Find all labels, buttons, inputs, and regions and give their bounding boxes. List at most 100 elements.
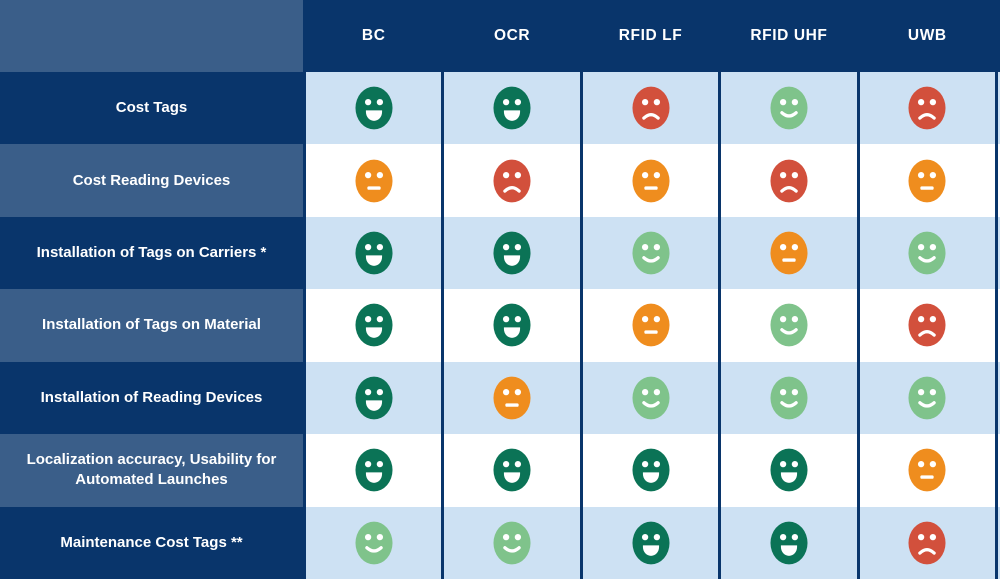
row-label: Maintenance Cost Tags ** bbox=[0, 506, 303, 579]
face-frown-icon bbox=[770, 159, 808, 202]
row-label: Installation of Tags on Carriers * bbox=[0, 216, 303, 290]
rating-cell bbox=[718, 434, 856, 507]
row-cells bbox=[303, 289, 1000, 362]
rating-cell bbox=[441, 289, 579, 362]
rating-cell bbox=[579, 144, 718, 217]
rating-cell bbox=[303, 434, 441, 507]
rating-cell bbox=[856, 289, 995, 362]
rating-cell bbox=[441, 434, 579, 507]
row-cells bbox=[303, 434, 1000, 507]
table-row: Installation of Tags on Carriers * bbox=[0, 216, 1000, 290]
face-grin-icon bbox=[770, 448, 808, 492]
rating-cell bbox=[718, 216, 856, 290]
face-grin-icon bbox=[493, 231, 531, 275]
row-label: Cost Reading Devices bbox=[0, 144, 303, 217]
rating-cell bbox=[441, 144, 579, 217]
face-smile-icon bbox=[355, 521, 393, 565]
rating-cell bbox=[579, 72, 718, 145]
table-body: Cost Tags Cost Reading Devices Installat… bbox=[0, 72, 1000, 579]
rating-cell bbox=[718, 289, 856, 362]
column-headers: BC OCR RFID LF RFID UHF UWB bbox=[303, 0, 1000, 72]
table-row: Installation of Tags on Material bbox=[0, 289, 1000, 362]
rating-cell bbox=[856, 506, 995, 579]
face-neutral-icon bbox=[908, 448, 946, 492]
face-frown-icon bbox=[908, 521, 946, 565]
rating-cell bbox=[441, 361, 579, 435]
rating-cell bbox=[856, 72, 995, 145]
rating-cell bbox=[441, 216, 579, 290]
face-smile-icon bbox=[631, 376, 670, 420]
face-neutral-icon bbox=[770, 231, 808, 275]
face-grin-icon bbox=[493, 448, 531, 492]
column-header-uwb: UWB bbox=[907, 27, 947, 44]
face-neutral-icon bbox=[631, 159, 670, 202]
rating-cell bbox=[303, 289, 441, 362]
row-cells bbox=[303, 506, 1000, 579]
row-label: Installation of Tags on Material bbox=[0, 289, 303, 362]
rating-cell bbox=[856, 434, 995, 507]
rating-cell bbox=[718, 361, 856, 435]
face-grin-icon bbox=[631, 521, 670, 565]
face-smile-icon bbox=[770, 86, 808, 130]
face-grin-icon bbox=[631, 448, 670, 492]
row-label-text: Installation of Reading Devices bbox=[40, 388, 263, 406]
corner-cell bbox=[0, 0, 303, 72]
rating-cell bbox=[441, 506, 579, 579]
row-label: Localization accuracy, Usability for Aut… bbox=[0, 434, 303, 507]
row-cells bbox=[303, 361, 1000, 435]
rating-cell bbox=[718, 144, 856, 217]
column-header-ocr: OCR bbox=[493, 27, 531, 44]
rating-cell bbox=[579, 216, 718, 290]
rating-cell bbox=[718, 72, 856, 145]
face-frown-icon bbox=[908, 304, 946, 347]
table-row: Installation of Reading Devices bbox=[0, 361, 1000, 435]
row-label-text: Maintenance Cost Tags ** bbox=[60, 533, 243, 551]
row-cells bbox=[303, 216, 1000, 290]
face-smile-icon bbox=[908, 231, 946, 275]
row-label-text: Installation of Tags on Carriers * bbox=[36, 243, 267, 261]
rating-cell bbox=[579, 434, 718, 507]
face-grin-icon bbox=[355, 86, 393, 130]
face-grin-icon bbox=[355, 448, 393, 492]
face-frown-icon bbox=[908, 86, 946, 130]
rating-cell bbox=[718, 506, 856, 579]
table-row: Cost Reading Devices bbox=[0, 144, 1000, 217]
face-neutral-icon bbox=[908, 159, 946, 202]
face-grin-icon bbox=[493, 304, 531, 347]
face-grin-icon bbox=[355, 304, 393, 347]
row-label-text: Cost Tags bbox=[115, 99, 188, 117]
face-smile-icon bbox=[770, 376, 808, 420]
rating-cell bbox=[579, 361, 718, 435]
face-neutral-icon bbox=[355, 159, 393, 202]
column-header-rfid-uhf: RFID UHF bbox=[750, 27, 828, 44]
table-header-row: BC OCR RFID LF RFID UHF UWB bbox=[0, 0, 1000, 72]
row-label-text: Installation of Tags on Material bbox=[42, 316, 261, 334]
row-label: Cost Tags bbox=[0, 72, 303, 145]
rating-cell bbox=[303, 506, 441, 579]
rating-cell bbox=[856, 361, 995, 435]
rating-cell bbox=[303, 361, 441, 435]
rating-cell bbox=[303, 216, 441, 290]
face-grin-icon bbox=[770, 521, 808, 565]
rating-cell bbox=[579, 506, 718, 579]
face-smile-icon bbox=[631, 231, 670, 275]
row-label-text: Localization accuracy, Usability for Aut… bbox=[26, 451, 277, 489]
rating-cell bbox=[579, 289, 718, 362]
column-header-bc: BC bbox=[361, 27, 386, 44]
face-grin-icon bbox=[493, 86, 531, 130]
face-neutral-icon bbox=[631, 304, 670, 347]
row-cells bbox=[303, 144, 1000, 217]
rating-cell bbox=[856, 144, 995, 217]
row-cells bbox=[303, 72, 1000, 145]
rating-cell bbox=[856, 216, 995, 290]
face-smile-icon bbox=[908, 376, 946, 420]
face-frown-icon bbox=[493, 159, 531, 202]
face-grin-icon bbox=[355, 376, 393, 420]
rating-cell bbox=[441, 72, 579, 145]
rating-cell bbox=[303, 144, 441, 217]
face-smile-icon bbox=[493, 521, 531, 565]
row-label-text: Cost Reading Devices bbox=[72, 171, 231, 189]
table-row: Localization accuracy, Usability for Aut… bbox=[0, 434, 1000, 507]
face-smile-icon bbox=[770, 304, 808, 347]
